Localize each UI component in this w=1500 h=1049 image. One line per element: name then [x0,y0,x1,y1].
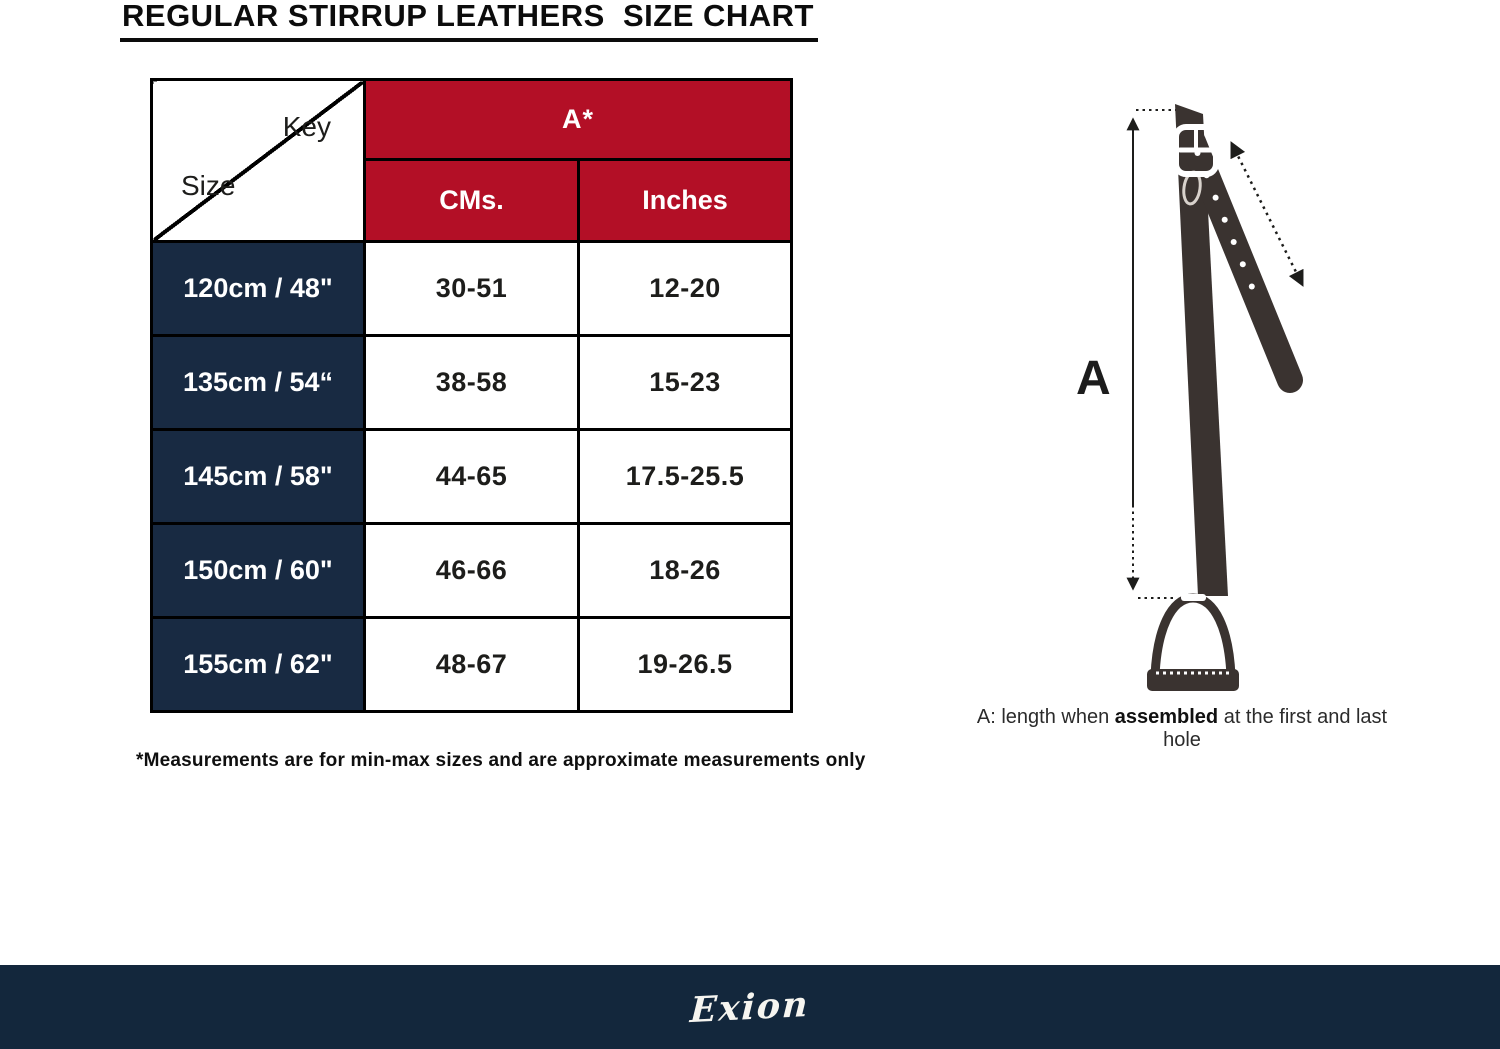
size-cell: 135cm / 54“ [150,334,366,431]
table-row: 135cm / 54“ 38-58 15-23 [150,334,794,431]
column-header-cms: CMs. [363,158,580,243]
cms-cell: 46-66 [363,522,580,619]
table-row: 120cm / 48" 30-51 12-20 [150,240,794,337]
inches-cell: 15-23 [576,334,794,431]
stirrup-leather-diagram: A [1076,104,1304,691]
table-row: 145cm / 58" 44-65 17.5-25.5 [150,428,794,525]
main-strap [1175,104,1228,596]
brand-logo: Exion [689,983,811,1031]
inches-cell: 17.5-25.5 [576,428,794,525]
column-header-inches: Inches [576,158,794,243]
footer-bar: Exion [0,965,1500,1049]
caption-bold: assembled [1114,706,1219,728]
cms-cell: 44-65 [363,428,580,525]
measurements-footnote: *Measurements are for min-max sizes and … [136,750,866,771]
corner-header-cell: Key Size [150,78,366,243]
inches-cell: 18-26 [576,522,794,619]
size-chart-table: Key Size A* CMs. Inches 120cm / 48" 30-5… [150,78,794,713]
cms-cell: 38-58 [363,334,580,431]
table-row: 150cm / 60" 46-66 18-26 [150,522,794,619]
page-title: REGULAR STIRRUP LEATHERS SIZE CHART [120,0,818,42]
size-cell: 150cm / 60" [150,522,366,619]
size-cell: 120cm / 48" [150,240,366,337]
inches-cell: 19-26.5 [576,616,794,713]
stirrup-iron [1147,593,1239,691]
buckle [1173,124,1219,177]
group-header-a: A* [362,78,794,161]
table-row: 155cm / 62" 48-67 19-26.5 [150,616,794,713]
measure-line-a [1126,109,1186,599]
strap-length-arrow [1230,141,1304,287]
inches-cell: 12-20 [576,240,794,337]
corner-size-label: Size [181,170,236,201]
caption-prefix: A: length when [976,706,1115,728]
diagram-caption: A: length when assembled at the first an… [962,706,1402,752]
caption-suffix: at the first and last hole [1163,706,1388,751]
size-cell: 145cm / 58" [150,428,366,525]
cms-cell: 30-51 [363,240,580,337]
stirrup-slot [1181,594,1206,601]
corner-key-label: Key [282,111,331,142]
size-cell: 155cm / 62" [150,616,366,713]
diagram-label-a: A [1076,352,1111,405]
cms-cell: 48-67 [363,616,580,713]
